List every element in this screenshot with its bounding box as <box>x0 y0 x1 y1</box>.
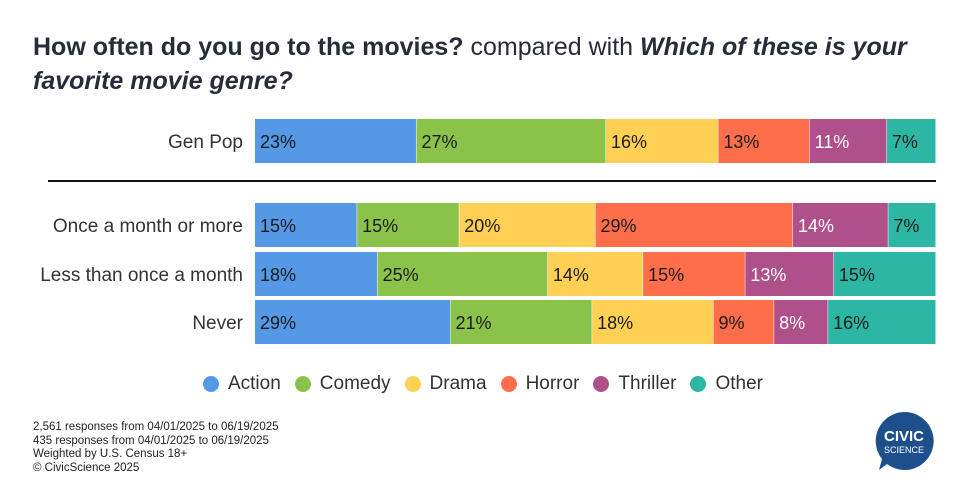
title-question: How often do you go to the movies? <box>33 33 464 61</box>
logo-text-science: SCIENCE <box>884 445 924 455</box>
footnotes: 2,561 responses from 04/01/2025 to 06/19… <box>33 421 279 475</box>
legend-swatch-horror <box>500 376 517 392</box>
bar-gen-pop-horror <box>718 119 810 163</box>
footnote-copyright: © CivicScience 2025 <box>33 461 140 474</box>
bar-gen-pop-other <box>886 119 936 163</box>
title-connector: compared with <box>463 33 641 61</box>
data-label-less-than-once-a-month-thriller: 13% <box>750 265 786 285</box>
bar-once-a-month-or-more-drama <box>459 203 595 247</box>
legend-item-action: Action <box>202 373 281 395</box>
bar-gen-pop-drama <box>606 119 718 163</box>
bar-less-than-once-a-month-drama <box>547 252 643 296</box>
bar-never-horror <box>713 300 774 344</box>
bar-once-a-month-or-more-comedy <box>357 203 459 247</box>
bar-less-than-once-a-month-action <box>255 252 378 296</box>
bar-less-than-once-a-month-horror <box>643 252 745 296</box>
bar-less-than-once-a-month-other <box>833 252 936 296</box>
bar-gen-pop-thriller <box>809 119 887 163</box>
data-label-never-horror: 9% <box>718 313 744 333</box>
data-label-gen-pop-other: 7% <box>892 132 918 152</box>
legend-swatch-thriller <box>593 376 610 392</box>
bar-once-a-month-or-more-horror <box>595 203 793 247</box>
legend-item-drama: Drama <box>404 373 487 395</box>
bar-once-a-month-or-more-action <box>255 203 357 247</box>
data-label-once-a-month-or-more-comedy: 15% <box>362 216 398 236</box>
bar-never-action <box>255 300 451 344</box>
category-label-less-than-once-a-month: Less than once a month <box>40 265 243 286</box>
data-label-once-a-month-or-more-horror: 29% <box>601 216 637 236</box>
data-label-gen-pop-drama: 16% <box>611 132 647 152</box>
footnote-weighting: Weighted by U.S. Census 18+ <box>33 448 188 460</box>
legend-swatch-other <box>690 376 707 392</box>
legend-item-comedy: Comedy <box>294 373 391 395</box>
logo-text-civic: CIVIC <box>884 428 924 445</box>
bar-less-than-once-a-month-comedy <box>377 252 548 296</box>
bar-never-other <box>828 300 936 344</box>
legend-label-comedy: Comedy <box>319 373 391 394</box>
data-label-less-than-once-a-month-action: 18% <box>260 265 296 285</box>
bar-never-drama <box>592 300 713 344</box>
title-compare-question: Which of these is your favorite movie ge… <box>33 33 907 95</box>
data-label-once-a-month-or-more-action: 15% <box>260 216 296 236</box>
legend-item-thriller: Thriller <box>593 373 676 395</box>
legend-swatch-action <box>202 376 219 392</box>
data-label-gen-pop-thriller: 11% <box>815 132 850 152</box>
data-label-gen-pop-horror: 13% <box>723 132 759 152</box>
data-label-less-than-once-a-month-other: 15% <box>839 265 875 285</box>
data-label-once-a-month-or-more-drama: 20% <box>464 216 500 236</box>
category-label-never: Never <box>192 313 243 334</box>
bar-less-than-once-a-month-thriller <box>745 252 834 296</box>
data-label-never-drama: 18% <box>597 313 633 333</box>
stacked-bar-chart: Gen Pop 23% 27% 16% 13% 11% 7% Once a month or … <box>40 119 936 344</box>
bar-gen-pop-action <box>255 119 416 163</box>
data-label-never-comedy: 21% <box>456 313 492 333</box>
data-label-never-thriller: 8% <box>779 313 805 333</box>
category-label-once-a-month-or-more: Once a month or more <box>53 216 243 237</box>
legend-item-other: Other <box>690 373 763 395</box>
data-label-gen-pop-action: 23% <box>260 132 296 152</box>
data-label-once-a-month-or-more-other: 7% <box>893 216 919 236</box>
data-label-less-than-once-a-month-comedy: 25% <box>383 265 419 285</box>
chart-title: How often do you go to the movies? compa… <box>33 30 933 98</box>
bar-never-thriller <box>774 300 828 344</box>
data-label-once-a-month-or-more-thriller: 14% <box>798 216 834 236</box>
data-label-never-action: 29% <box>260 313 296 333</box>
data-label-never-other: 16% <box>833 313 869 333</box>
legend-swatch-drama <box>404 376 421 392</box>
legend-item-horror: Horror <box>500 373 580 395</box>
bar-gen-pop-comedy <box>416 119 606 163</box>
bar-once-a-month-or-more-thriller <box>792 203 888 247</box>
bar-once-a-month-or-more-other <box>888 203 936 247</box>
footnote-responses-total: 2,561 responses from 04/01/2025 to 06/19… <box>33 421 279 433</box>
bar-never-comedy <box>450 300 592 344</box>
data-label-less-than-once-a-month-drama: 14% <box>553 265 589 285</box>
logo-bubble <box>875 411 934 470</box>
legend-label-action: Action <box>227 373 281 394</box>
legend-swatch-comedy <box>294 376 311 392</box>
data-label-gen-pop-comedy: 27% <box>421 132 457 152</box>
footnote-responses-subset: 435 responses from 04/01/2025 to 06/19/2… <box>33 434 269 447</box>
category-label-gen-pop: Gen Pop <box>168 132 243 153</box>
civicscience-logo: CIVIC SCIENCE <box>875 411 934 470</box>
legend-label-drama: Drama <box>429 373 487 394</box>
data-label-less-than-once-a-month-horror: 15% <box>648 265 684 285</box>
legend-label-thriller: Thriller <box>618 373 677 394</box>
legend-label-other: Other <box>715 373 763 394</box>
legend-label-horror: Horror <box>525 373 580 394</box>
chart-legend: Action Comedy Drama Horror Thriller Other <box>0 373 966 398</box>
